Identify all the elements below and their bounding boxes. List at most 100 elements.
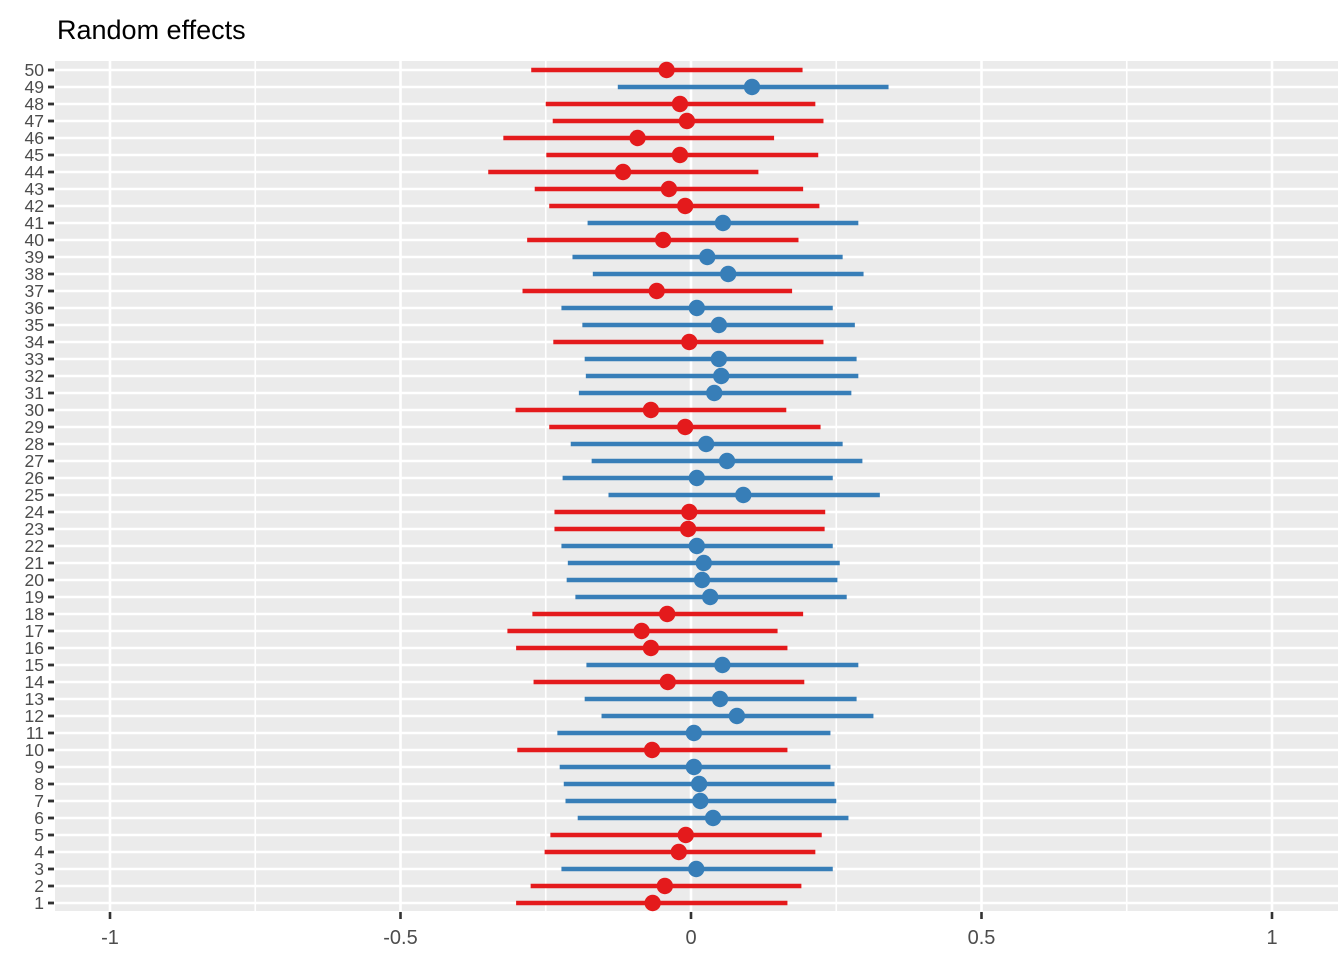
y-tick-label: 27 — [25, 451, 44, 471]
y-tick-label: 19 — [25, 587, 44, 607]
point-estimate-39 — [699, 248, 716, 266]
point-estimate-19 — [701, 588, 719, 606]
y-tick-label: 41 — [25, 213, 44, 233]
y-tick-label: 40 — [25, 230, 45, 250]
point-estimate-22 — [688, 537, 706, 555]
point-estimate-33 — [710, 350, 728, 368]
point-estimate-28 — [697, 435, 715, 453]
y-tick-label: 47 — [25, 111, 44, 131]
y-tick-label: 49 — [25, 77, 44, 97]
y-tick-label: 31 — [25, 383, 44, 403]
y-tick-label: 32 — [25, 366, 44, 386]
point-estimate-16 — [642, 639, 660, 657]
y-tick-label: 30 — [25, 400, 45, 420]
y-tick-label: 5 — [34, 825, 44, 845]
pointrange-layer — [488, 61, 889, 912]
point-estimate-41 — [714, 214, 732, 232]
x-tick-label: 0 — [685, 927, 696, 949]
y-tick-label: 2 — [34, 876, 44, 896]
y-tick-label: 44 — [25, 162, 45, 182]
y-tick-label: 38 — [25, 264, 44, 284]
point-estimate-13 — [711, 690, 729, 708]
y-tick-label: 29 — [25, 417, 44, 437]
point-estimate-38 — [719, 265, 737, 283]
y-tick-label: 8 — [34, 774, 44, 794]
y-tick-label: 16 — [25, 638, 44, 658]
point-estimate-42 — [676, 197, 694, 215]
y-tick-label: 13 — [25, 689, 44, 709]
point-estimate-21 — [695, 554, 712, 572]
y-tick-label: 25 — [25, 485, 44, 505]
point-estimate-14 — [659, 673, 676, 691]
x-tick-label: -0.5 — [383, 927, 417, 949]
y-tick-label: 39 — [25, 247, 44, 267]
point-estimate-36 — [688, 299, 706, 317]
y-tick-label: 33 — [25, 349, 44, 369]
y-tick-label: 14 — [25, 672, 45, 692]
point-estimate-50 — [658, 61, 675, 79]
y-tick-label: 18 — [25, 604, 44, 624]
y-tick-label: 48 — [25, 94, 44, 114]
point-estimate-31 — [706, 384, 723, 402]
y-tick-label: 11 — [26, 723, 44, 743]
y-tick-label: 34 — [25, 332, 45, 352]
y-tick-label: 12 — [25, 706, 44, 726]
y-tick-label: 23 — [25, 519, 44, 539]
y-tick-label: 21 — [25, 553, 44, 573]
plot-title: Random effects — [57, 15, 246, 45]
y-tick-label: 42 — [25, 196, 44, 216]
point-estimate-24 — [681, 503, 698, 521]
point-estimate-45 — [671, 146, 689, 164]
y-tick-label: 36 — [25, 298, 44, 318]
point-estimate-32 — [713, 367, 730, 385]
point-estimate-6 — [704, 809, 722, 827]
point-estimate-27 — [718, 452, 736, 470]
x-tick-label: 1 — [1266, 927, 1277, 949]
point-estimate-40 — [654, 231, 672, 249]
point-estimate-35 — [710, 316, 728, 334]
point-estimate-37 — [648, 282, 665, 300]
point-estimate-46 — [629, 129, 646, 147]
y-tick-label: 24 — [25, 502, 45, 522]
y-tick-label: 45 — [25, 145, 44, 165]
point-estimate-12 — [728, 707, 746, 725]
x-tick-label: 0.5 — [968, 927, 996, 949]
point-estimate-20 — [693, 571, 711, 589]
y-tick-label: 22 — [25, 536, 44, 556]
point-estimate-48 — [671, 95, 689, 113]
point-estimate-34 — [681, 333, 698, 351]
y-tick-label: 15 — [25, 655, 44, 675]
y-tick-label: 17 — [25, 621, 44, 641]
y-tick-label: 3 — [34, 859, 44, 879]
axes-layer: 1234567891011121314151617181920212223242… — [25, 60, 1278, 949]
point-estimate-8 — [690, 775, 708, 793]
point-estimate-9 — [685, 758, 703, 776]
point-estimate-15 — [714, 656, 731, 674]
y-tick-label: 7 — [34, 791, 44, 811]
point-estimate-18 — [658, 605, 676, 623]
y-tick-label: 26 — [25, 468, 44, 488]
point-estimate-10 — [643, 741, 661, 759]
point-estimate-11 — [685, 724, 703, 742]
y-tick-label: 9 — [34, 757, 44, 777]
point-estimate-47 — [678, 112, 696, 130]
point-estimate-4 — [670, 843, 687, 861]
y-tick-label: 20 — [25, 570, 45, 590]
y-tick-label: 6 — [34, 808, 44, 828]
point-estimate-3 — [688, 860, 705, 878]
point-estimate-23 — [679, 520, 697, 538]
y-tick-label: 35 — [25, 315, 44, 335]
point-estimate-25 — [735, 486, 752, 504]
point-estimate-30 — [642, 401, 660, 419]
y-tick-label: 1 — [34, 893, 44, 913]
y-tick-label: 10 — [25, 740, 45, 760]
point-estimate-29 — [676, 418, 694, 436]
point-estimate-2 — [656, 877, 674, 895]
y-tick-label: 28 — [25, 434, 44, 454]
point-estimate-26 — [688, 469, 706, 487]
point-estimate-5 — [677, 826, 694, 844]
point-estimate-7 — [692, 792, 709, 810]
point-estimate-43 — [660, 180, 678, 198]
